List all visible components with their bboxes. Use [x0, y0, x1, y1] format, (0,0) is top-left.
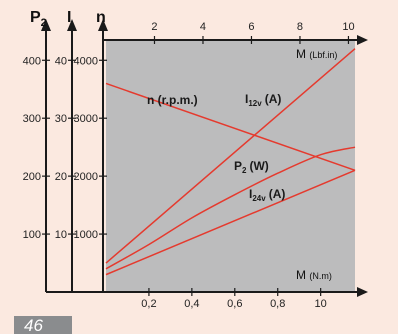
tick-label-i: 30 [55, 113, 67, 125]
tick-label-n: 4000 [74, 55, 98, 67]
axis-title-p2-sub: 2 [41, 17, 47, 29]
axis-m-bottom-arrow [357, 287, 368, 297]
tick-label-i: 10 [55, 229, 67, 241]
tick-label-i: 40 [55, 55, 67, 67]
axis-unit-m-top: (Lbf.in) [309, 50, 337, 60]
tick-label-n: 2000 [74, 171, 98, 183]
tick-label-i: 20 [55, 171, 67, 183]
tick-label-p2: 400 [23, 55, 41, 67]
plot-area [106, 40, 355, 292]
series-label-p2-unit: (W) [249, 159, 268, 173]
tick-label-m-top: 8 [297, 21, 303, 33]
axis-title-n: n [96, 9, 106, 26]
axis-title-m-bottom: M (N.m) [296, 268, 332, 282]
series-label-n: n (r.p.m.) [147, 93, 198, 107]
chart-axes [41, 19, 368, 297]
series-label-p2: P2 (W) [234, 159, 269, 175]
tick-label-m-bottom: 0,4 [184, 298, 199, 310]
tick-label-p2: 100 [23, 229, 41, 241]
axis-n-arrow [98, 19, 108, 31]
tick-label-m-top: 6 [248, 21, 254, 33]
tick-label-n: 1000 [74, 229, 98, 241]
tick-label-m-top: 4 [200, 21, 206, 33]
tick-label-m-top: 10 [342, 21, 354, 33]
tick-label-n: 3000 [74, 113, 98, 125]
curve-series-3 [105, 146, 356, 270]
axis-title-p2: P2 [30, 9, 47, 29]
tick-label-m-bottom: 0,2 [141, 298, 156, 310]
axis-i-arrow [67, 19, 77, 31]
curve-series-2 [105, 169, 356, 276]
series-label-i24v-unit: (A) [269, 187, 286, 201]
axis-p2-arrow [41, 19, 51, 31]
axis-unit-m-bottom: (N.m) [309, 271, 332, 281]
tick-label-p2: 300 [23, 113, 41, 125]
series-label-i24v-sub: 24v [252, 194, 266, 203]
tick-label-m-top: 2 [151, 21, 157, 33]
axis-title-m-top: M (Lbf.in) [296, 47, 337, 61]
chart-curves [105, 48, 356, 276]
curve-series-1 [105, 48, 356, 264]
page-number: 46 [14, 316, 72, 335]
series-label-i12v-unit: (A) [265, 92, 282, 106]
tick-label-m-bottom: 0,8 [270, 298, 285, 310]
curve-series-0 [105, 82, 356, 172]
series-label-i12v-sub: 12v [248, 99, 262, 108]
axis-title-i: I [67, 9, 71, 26]
tick-label-m-bottom: 10 [315, 298, 327, 310]
series-label-p2-sub: 2 [242, 166, 247, 175]
tick-label-m-bottom: 0,6 [227, 298, 242, 310]
axis-m-top-arrow [357, 35, 368, 45]
tick-label-p2: 200 [23, 171, 41, 183]
